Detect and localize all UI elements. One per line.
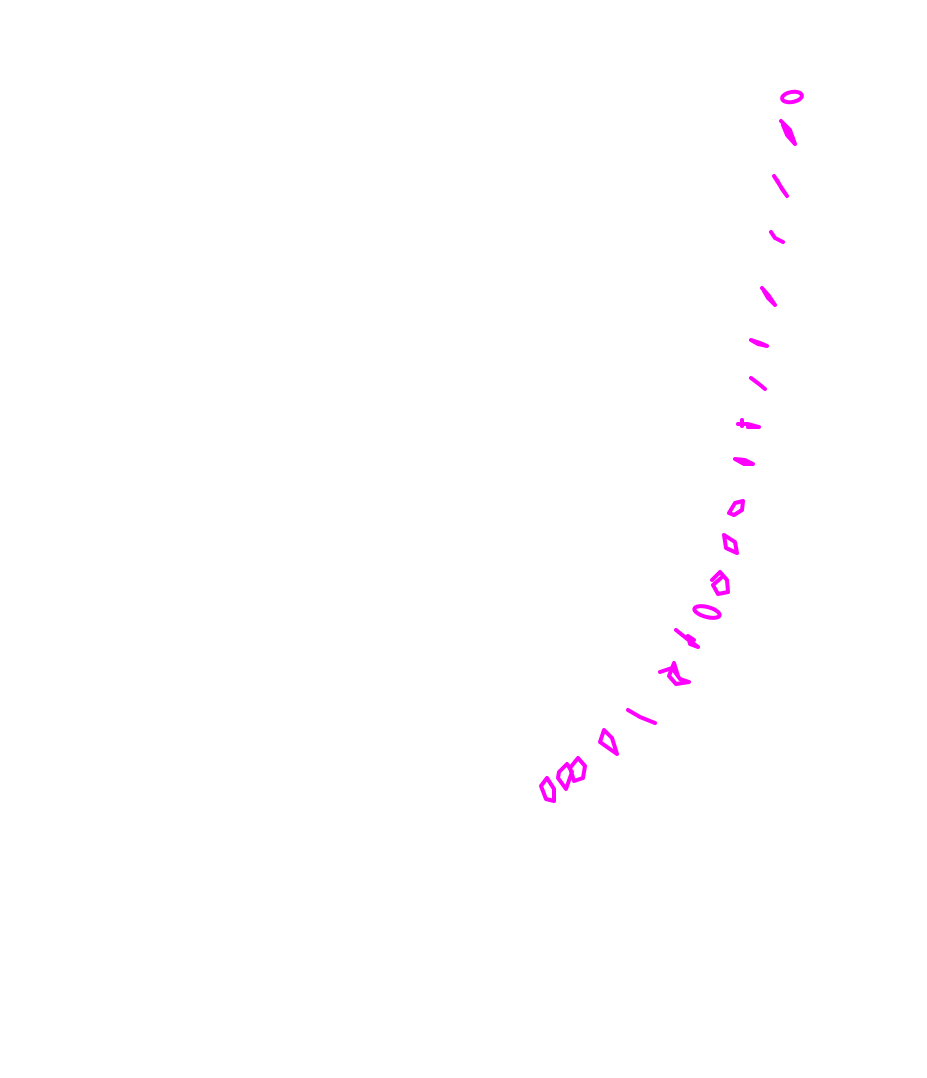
scribble [736, 418, 761, 429]
scribble [779, 119, 797, 146]
scribble [556, 756, 587, 791]
scribble [772, 174, 789, 198]
scribble [692, 604, 722, 620]
scribble [780, 89, 804, 105]
scribble [710, 570, 730, 596]
scribble [658, 661, 691, 686]
scribble [749, 376, 767, 391]
scribble [727, 499, 745, 517]
scribbles [539, 89, 804, 803]
scribble [769, 230, 785, 244]
scribble [674, 628, 700, 649]
scribble [749, 338, 769, 348]
scribble [598, 728, 619, 756]
scribble [733, 457, 755, 466]
scribble [539, 776, 556, 803]
scribble [626, 708, 657, 725]
scribble [722, 533, 739, 555]
scribble [760, 286, 777, 307]
